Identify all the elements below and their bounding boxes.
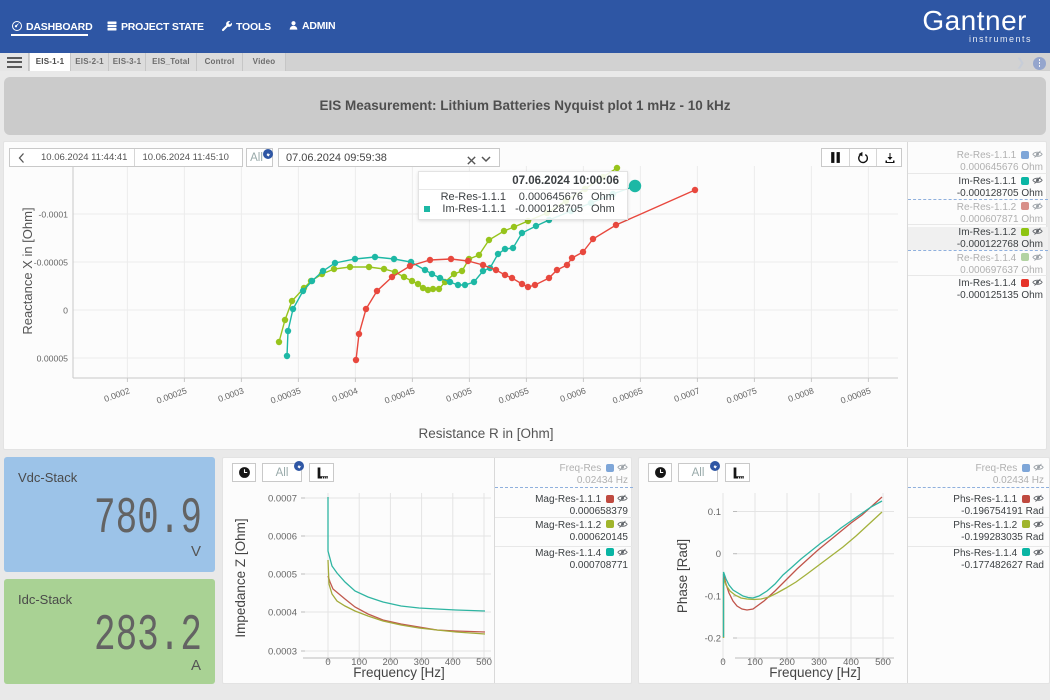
svg-text:200: 200: [779, 657, 795, 668]
svg-text:0.00065: 0.00065: [611, 385, 644, 405]
svg-text:0.0007: 0.0007: [268, 494, 297, 505]
svg-text:-0.0001: -0.0001: [39, 210, 69, 220]
svg-text:Resistance R in [Ohm]: Resistance R in [Ohm]: [418, 426, 553, 441]
svg-text:0.0005: 0.0005: [445, 385, 474, 404]
svg-text:200: 200: [382, 657, 398, 668]
svg-text:0.00045: 0.00045: [383, 385, 416, 405]
svg-text:0.00025: 0.00025: [155, 385, 188, 405]
svg-text:0: 0: [63, 306, 68, 316]
svg-text:0.0006: 0.0006: [268, 532, 297, 543]
svg-text:0.00055: 0.00055: [497, 385, 530, 405]
svg-text:100: 100: [351, 657, 367, 668]
svg-text:400: 400: [843, 657, 859, 668]
svg-text:0: 0: [325, 657, 330, 668]
svg-text:0.0004: 0.0004: [331, 385, 360, 404]
svg-text:0.00005: 0.00005: [37, 354, 69, 364]
svg-text:Impedance Z [Ohm]: Impedance Z [Ohm]: [233, 518, 248, 637]
svg-text:300: 300: [811, 657, 827, 668]
svg-text:0: 0: [716, 549, 721, 560]
svg-text:0.1: 0.1: [708, 507, 721, 518]
svg-text:500: 500: [476, 657, 492, 668]
svg-text:Frequency [Hz]: Frequency [Hz]: [769, 665, 861, 680]
svg-text:Phase [Rad]: Phase [Rad]: [675, 539, 690, 613]
svg-text:0.0006: 0.0006: [559, 385, 588, 404]
svg-text:500: 500: [875, 657, 891, 668]
svg-text:300: 300: [414, 657, 430, 668]
svg-text:0.0003: 0.0003: [268, 647, 297, 658]
svg-text:0.0005: 0.0005: [268, 570, 297, 581]
svg-text:0.0003: 0.0003: [217, 385, 246, 404]
svg-text:0.00075: 0.00075: [725, 385, 758, 405]
svg-text:100: 100: [747, 657, 763, 668]
svg-text:0.0004: 0.0004: [268, 608, 297, 619]
svg-text:0.0002: 0.0002: [103, 385, 132, 404]
svg-text:0.0007: 0.0007: [673, 385, 702, 404]
svg-text:0: 0: [720, 657, 725, 668]
svg-text:Frequency [Hz]: Frequency [Hz]: [353, 665, 445, 680]
svg-text:-0.1: -0.1: [705, 592, 721, 603]
svg-text:0.00035: 0.00035: [269, 385, 302, 405]
svg-text:-0.00005: -0.00005: [34, 258, 68, 268]
svg-text:0.00085: 0.00085: [839, 385, 872, 405]
svg-text:0.0008: 0.0008: [787, 385, 816, 404]
svg-text:-0.2: -0.2: [705, 634, 721, 645]
svg-text:400: 400: [445, 657, 461, 668]
svg-text:Reactance X in [Ohm]: Reactance X in [Ohm]: [20, 207, 35, 334]
